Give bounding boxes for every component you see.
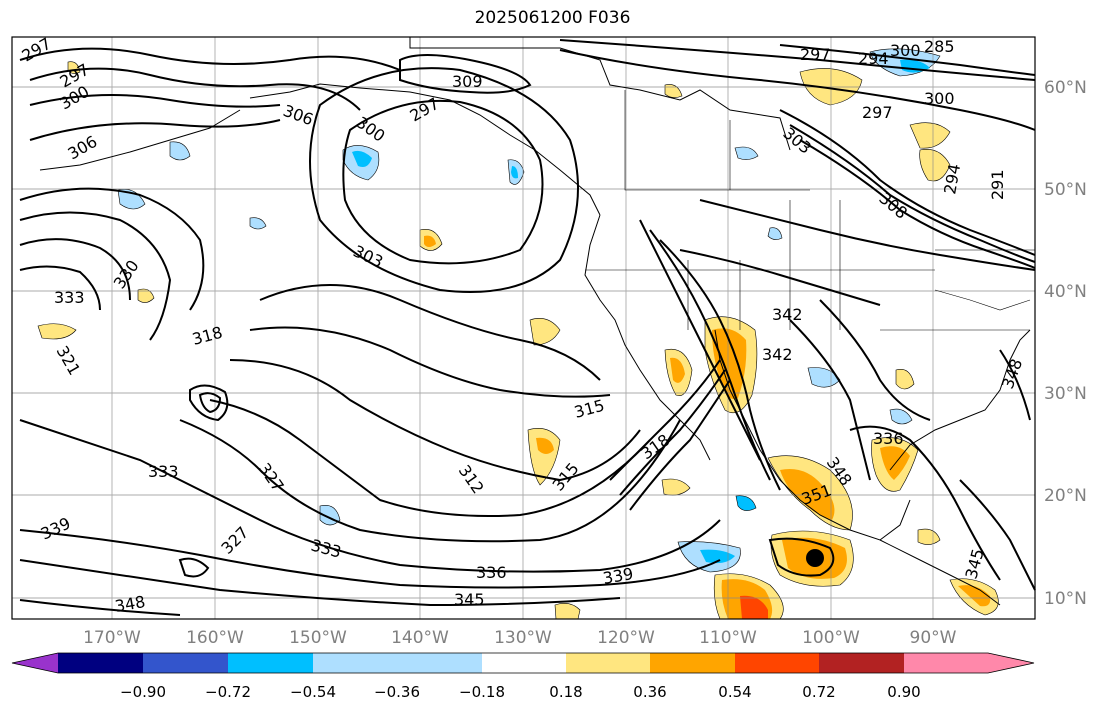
- lat-label: 50°N: [1044, 180, 1087, 200]
- contour-label: 300: [890, 41, 921, 60]
- colorbar-segment: [566, 653, 650, 673]
- contour-label: 294: [858, 49, 889, 68]
- contour-label: 342: [762, 345, 793, 364]
- colorbar-extend-max: [988, 653, 1034, 673]
- colorbar-segment: [397, 653, 482, 673]
- contour-lines: [19, 39, 1036, 616]
- lon-label: 100°W: [802, 628, 860, 648]
- colorbar-segment: [735, 653, 819, 673]
- longitude-labels: 170°W 160°W 150°W 140°W 130°W 120°W 110°…: [83, 628, 957, 648]
- lon-label: 120°W: [597, 628, 655, 648]
- lon-label: 110°W: [699, 628, 757, 648]
- shaded-field: [37, 48, 999, 620]
- colorbar-tick: 0.90: [887, 683, 920, 701]
- lon-label: 140°W: [391, 628, 449, 648]
- lat-label: 10°N: [1044, 589, 1087, 609]
- colorbar-segment: [143, 653, 228, 673]
- colorbar-tick: −0.90: [120, 683, 166, 701]
- contour-label: 300: [924, 89, 955, 108]
- colorbar-extend-min: [12, 653, 58, 673]
- colorbar-tick: −0.54: [290, 683, 336, 701]
- lon-label: 170°W: [83, 628, 141, 648]
- lon-label: 90°W: [910, 628, 957, 648]
- colorbar-segment: [819, 653, 904, 673]
- contour-label: 336: [873, 429, 904, 448]
- contour-label: 285: [924, 37, 955, 56]
- colorbar-segment: [482, 653, 566, 673]
- colorbar-tick: 0.18: [549, 683, 582, 701]
- lat-label: 30°N: [1044, 384, 1087, 404]
- colorbar-tick: 0.54: [718, 683, 751, 701]
- contour-label: 291: [988, 169, 1007, 200]
- colorbar-segment: [904, 653, 988, 673]
- contour-label: 297: [862, 103, 893, 122]
- lat-label: 20°N: [1044, 486, 1087, 506]
- map-title: 2025061200 F036: [474, 8, 631, 28]
- contour-label: 333: [148, 462, 179, 481]
- colorbar-tick: −0.18: [459, 683, 505, 701]
- colorbar-tick: −0.36: [374, 683, 420, 701]
- contour-label: 309: [452, 72, 483, 91]
- contour-label: 297: [800, 45, 831, 64]
- colorbar: −0.90 −0.72 −0.54 −0.36 −0.18 0.18 0.36 …: [11, 652, 1035, 701]
- contour-label: 345: [454, 590, 485, 609]
- colorbar-segment: [228, 653, 313, 673]
- lon-label: 160°W: [186, 628, 244, 648]
- contour-label: 333: [54, 288, 85, 307]
- coastlines: [39, 37, 1035, 606]
- contour-label: 336: [476, 563, 507, 582]
- lon-label: 150°W: [289, 628, 347, 648]
- colorbar-tick: −0.72: [205, 683, 251, 701]
- colorbar-segment: [650, 653, 735, 673]
- lat-label: 40°N: [1044, 282, 1087, 302]
- colorbar-tick: 0.72: [802, 683, 835, 701]
- lat-label: 60°N: [1044, 78, 1087, 98]
- colorbar-segment: [58, 653, 143, 673]
- colorbar-outline: [11, 652, 1035, 674]
- colorbar-tick: 0.36: [633, 683, 666, 701]
- map-frame: [11, 36, 1036, 620]
- contour-label: 342: [772, 305, 803, 324]
- lon-label: 130°W: [494, 628, 552, 648]
- latitude-labels: 60°N 50°N 40°N 30°N 20°N 10°N: [1044, 78, 1087, 609]
- colorbar-segment: [313, 653, 397, 673]
